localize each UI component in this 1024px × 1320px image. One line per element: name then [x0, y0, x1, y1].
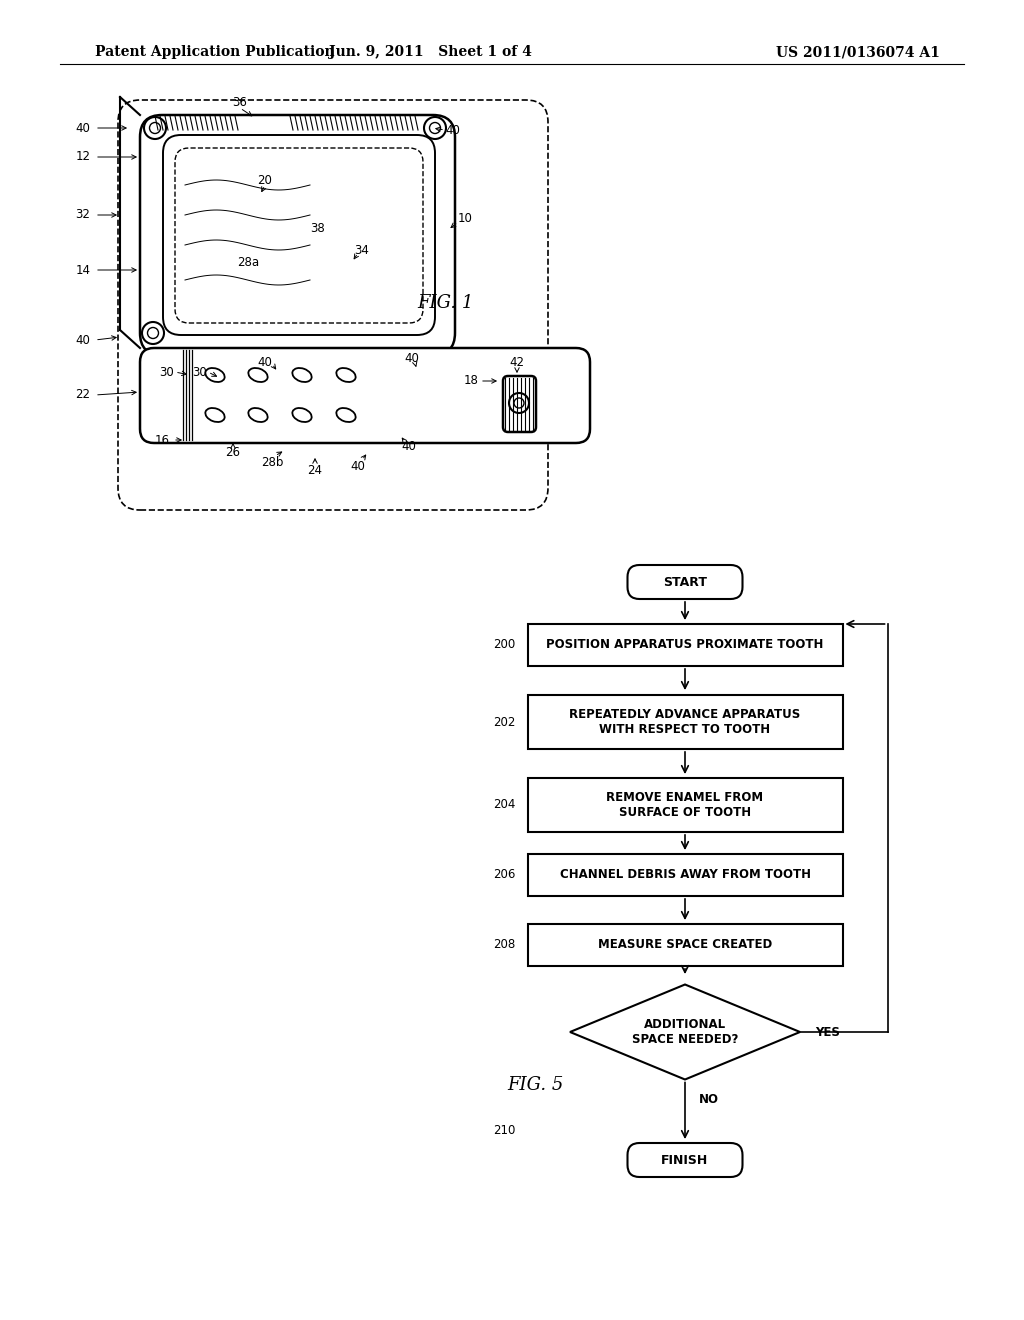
FancyBboxPatch shape [527, 924, 843, 966]
FancyBboxPatch shape [628, 1143, 742, 1177]
Text: 10: 10 [458, 211, 472, 224]
Text: 24: 24 [307, 463, 323, 477]
Text: FINISH: FINISH [662, 1154, 709, 1167]
FancyBboxPatch shape [527, 624, 843, 667]
Text: 42: 42 [510, 355, 524, 368]
Text: ADDITIONAL
SPACE NEEDED?: ADDITIONAL SPACE NEEDED? [632, 1018, 738, 1045]
Text: 40: 40 [401, 440, 417, 453]
FancyBboxPatch shape [527, 854, 843, 896]
Text: 28b: 28b [261, 455, 284, 469]
Text: 22: 22 [76, 388, 90, 401]
Text: YES: YES [815, 1026, 840, 1039]
Text: REMOVE ENAMEL FROM
SURFACE OF TOOTH: REMOVE ENAMEL FROM SURFACE OF TOOTH [606, 791, 764, 818]
Text: MEASURE SPACE CREATED: MEASURE SPACE CREATED [598, 939, 772, 952]
Text: 204: 204 [494, 799, 515, 812]
Text: 40: 40 [258, 355, 272, 368]
Text: 32: 32 [76, 209, 90, 222]
Text: FIG. 1: FIG. 1 [417, 294, 473, 312]
Text: 38: 38 [310, 222, 326, 235]
Text: 40: 40 [76, 121, 90, 135]
Text: REPEATEDLY ADVANCE APPARATUS
WITH RESPECT TO TOOTH: REPEATEDLY ADVANCE APPARATUS WITH RESPEC… [569, 708, 801, 737]
Text: 202: 202 [494, 715, 515, 729]
Text: 210: 210 [494, 1123, 515, 1137]
Text: Patent Application Publication: Patent Application Publication [95, 45, 335, 59]
Text: 30: 30 [193, 366, 208, 379]
Text: 206: 206 [494, 869, 515, 882]
Text: 36: 36 [232, 95, 248, 108]
Text: 200: 200 [494, 639, 515, 652]
Text: 30: 30 [160, 366, 174, 379]
Text: 34: 34 [354, 243, 370, 256]
Text: START: START [663, 576, 707, 589]
Text: 40: 40 [350, 459, 366, 473]
Text: 26: 26 [225, 446, 241, 459]
Text: 16: 16 [155, 433, 170, 446]
Text: POSITION APPARATUS PROXIMATE TOOTH: POSITION APPARATUS PROXIMATE TOOTH [547, 639, 823, 652]
FancyBboxPatch shape [628, 565, 742, 599]
Text: 20: 20 [258, 173, 272, 186]
Text: US 2011/0136074 A1: US 2011/0136074 A1 [776, 45, 940, 59]
FancyBboxPatch shape [140, 115, 455, 355]
FancyBboxPatch shape [503, 376, 536, 432]
FancyBboxPatch shape [527, 696, 843, 748]
Polygon shape [570, 985, 800, 1080]
Text: 40: 40 [445, 124, 461, 136]
Text: Jun. 9, 2011   Sheet 1 of 4: Jun. 9, 2011 Sheet 1 of 4 [329, 45, 531, 59]
Text: 208: 208 [494, 939, 515, 952]
Text: 14: 14 [76, 264, 90, 276]
FancyBboxPatch shape [527, 777, 843, 832]
Text: FIG. 5: FIG. 5 [507, 1076, 563, 1094]
Text: NO: NO [699, 1093, 719, 1106]
Text: 18: 18 [464, 375, 478, 388]
FancyBboxPatch shape [163, 135, 435, 335]
Text: 40: 40 [76, 334, 90, 346]
Text: 28a: 28a [237, 256, 259, 268]
Text: CHANNEL DEBRIS AWAY FROM TOOTH: CHANNEL DEBRIS AWAY FROM TOOTH [559, 869, 811, 882]
Text: 12: 12 [76, 150, 90, 164]
Text: 40: 40 [404, 351, 420, 364]
FancyBboxPatch shape [140, 348, 590, 444]
